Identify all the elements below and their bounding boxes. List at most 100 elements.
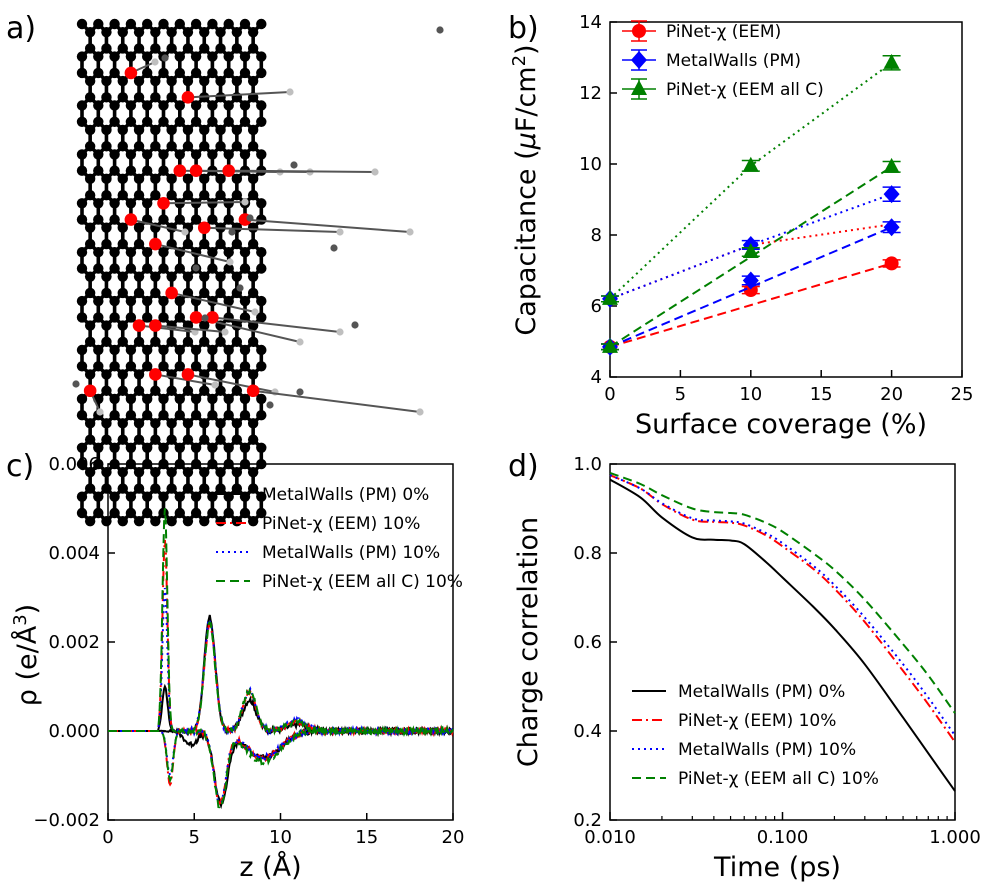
carbon-atom bbox=[142, 100, 153, 111]
data-point bbox=[883, 157, 900, 173]
hydrogen-atom bbox=[226, 258, 234, 266]
data-point bbox=[602, 337, 618, 353]
carbon-atom bbox=[207, 247, 218, 258]
carbon-atom bbox=[247, 141, 259, 152]
hydrogen-atom bbox=[251, 308, 259, 316]
carbon-atom bbox=[174, 116, 185, 128]
carbon-atom bbox=[215, 467, 226, 478]
carbon-atom bbox=[182, 271, 194, 282]
carbon-atom bbox=[223, 149, 234, 160]
x-tick-label: 10 bbox=[739, 384, 762, 405]
carbon-atom bbox=[190, 361, 202, 372]
x-tick-label: 0 bbox=[102, 827, 113, 848]
carbon-atom bbox=[101, 287, 112, 299]
carbon-atom bbox=[133, 141, 145, 152]
carbon-atom bbox=[182, 238, 194, 250]
carbon-atom bbox=[174, 410, 185, 421]
carbon-atom bbox=[174, 263, 185, 274]
carbon-atom bbox=[247, 287, 259, 299]
carbon-atom bbox=[247, 75, 259, 87]
carbon-atom bbox=[101, 418, 112, 429]
carbon-atom bbox=[125, 344, 137, 356]
x-tick-label: 25 bbox=[951, 384, 974, 405]
oh-bond bbox=[155, 243, 231, 263]
carbon-atom bbox=[142, 491, 153, 502]
carbon-atom bbox=[223, 247, 234, 258]
carbon-atom bbox=[142, 51, 153, 62]
carbon-atom bbox=[101, 222, 112, 233]
carbon-atom bbox=[125, 491, 137, 502]
carbon-atom bbox=[158, 410, 169, 421]
carbon-atom bbox=[190, 67, 202, 79]
carbon-atom bbox=[256, 149, 267, 160]
carbon-atom bbox=[215, 287, 226, 299]
data-point bbox=[884, 256, 899, 271]
carbon-atom bbox=[256, 507, 267, 519]
legend-marker bbox=[631, 80, 647, 95]
carbon-atom bbox=[117, 173, 128, 185]
legend-marker bbox=[632, 24, 646, 38]
carbon-atom bbox=[166, 26, 177, 38]
carbon-atom bbox=[199, 124, 210, 136]
carbon-atom bbox=[117, 43, 128, 54]
y-tick-label: 1.0 bbox=[573, 454, 602, 475]
carbon-atom bbox=[256, 410, 267, 421]
carbon-atom bbox=[101, 26, 112, 38]
carbon-atom bbox=[76, 410, 88, 421]
carbon-atom bbox=[125, 18, 137, 30]
dashed-line bbox=[609, 262, 892, 348]
carbon-atom bbox=[199, 173, 210, 185]
electrolyte-density-curve bbox=[108, 588, 454, 738]
x-tick-label: 0.010 bbox=[584, 827, 636, 848]
carbon-atom bbox=[133, 238, 145, 250]
carbon-atom bbox=[117, 271, 128, 282]
carbon-atom bbox=[223, 344, 234, 356]
carbon-atom bbox=[199, 75, 210, 87]
carbon-atom bbox=[76, 295, 88, 307]
carbon-atom bbox=[101, 336, 112, 348]
data-point bbox=[883, 53, 900, 69]
carbon-atom bbox=[125, 393, 137, 405]
legend-label: MetalWalls (PM) 0% bbox=[678, 682, 845, 702]
oxygen-atom bbox=[197, 221, 211, 235]
legend-marker bbox=[631, 51, 647, 69]
carbon-atom bbox=[215, 434, 226, 445]
carbon-atom bbox=[239, 100, 251, 111]
carbon-atom bbox=[109, 344, 120, 356]
dark-atom bbox=[228, 228, 236, 236]
carbon-atom bbox=[199, 43, 210, 54]
carbon-atom bbox=[150, 75, 161, 87]
carbon-atom bbox=[109, 51, 120, 62]
correlation-curve-black bbox=[609, 478, 956, 792]
carbon-atom bbox=[93, 491, 104, 502]
carbon-atom bbox=[101, 43, 112, 54]
carbon-atom bbox=[133, 43, 145, 54]
carbon-atom bbox=[125, 361, 137, 372]
x-tick-label: 1.000 bbox=[929, 827, 981, 848]
carbon-atom bbox=[133, 434, 145, 445]
data-point bbox=[883, 185, 900, 204]
carbon-atom bbox=[76, 198, 88, 209]
y-tick-label: 0.4 bbox=[573, 721, 602, 742]
legend: MetalWalls (PM) 0% PiNet-χ (EEM) 10% Metal… bbox=[632, 682, 879, 789]
carbon-atom bbox=[142, 149, 153, 160]
carbon-atom bbox=[109, 165, 120, 176]
carbon-atom bbox=[158, 312, 169, 323]
carbon-atom bbox=[150, 271, 161, 282]
oh-bond bbox=[155, 324, 226, 333]
carbon-atom bbox=[166, 189, 177, 201]
carbon-atom bbox=[117, 238, 128, 250]
carbon-atom bbox=[158, 263, 169, 274]
x-tick-label: 0 bbox=[604, 384, 615, 405]
carbon-atom bbox=[109, 247, 120, 258]
carbon-atom bbox=[174, 295, 185, 307]
oh-bond bbox=[212, 316, 341, 333]
carbon-atom bbox=[247, 434, 259, 445]
carbon-atom bbox=[207, 67, 218, 79]
panel-label-c: c) bbox=[6, 449, 34, 484]
y-tick-label: 0.000 bbox=[48, 721, 100, 742]
carbon-atom bbox=[117, 92, 128, 103]
carbon-atom bbox=[84, 43, 96, 54]
carbon-atom bbox=[166, 271, 177, 282]
carbon-atom bbox=[256, 247, 267, 258]
